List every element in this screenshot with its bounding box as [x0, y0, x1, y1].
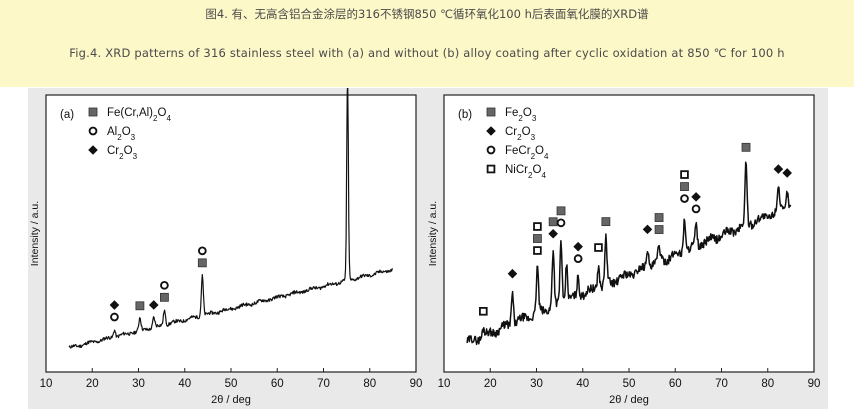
phase-marker-filled-square — [654, 213, 664, 222]
caption-english: Fig.4. XRD patterns of 316 stainless ste… — [69, 46, 785, 60]
phase-marker-filled-diamond — [548, 228, 558, 239]
xrd-panel-b: 10 20 30 40 50 60 70 80 90 2θ / deg Intensity / a.… — [427, 94, 821, 406]
phase-marker-open-circle — [556, 218, 566, 228]
x-tick-label: 70 — [317, 378, 330, 390]
x-tick-label: 50 — [623, 378, 636, 390]
x-axis-label: 2θ / deg — [609, 394, 649, 406]
legend-icon-filled-diamond — [88, 145, 98, 155]
legend-icon-open-square — [486, 164, 496, 174]
phase-marker-open-circle — [160, 280, 169, 290]
legend-label: FeCr2O4 — [505, 145, 549, 161]
x-tick-label: 10 — [438, 378, 451, 390]
legend-icon-filled-square — [88, 107, 98, 117]
phase-marker-filled-square — [654, 225, 664, 234]
legend-label: NiCr2O4 — [505, 164, 546, 180]
x-tick-label: 10 — [40, 378, 53, 390]
xrd-trace-b — [466, 161, 792, 346]
phase-marker-filled-square — [601, 217, 611, 227]
phase-marker-filled-diamond — [109, 300, 120, 310]
phase-marker-filled-diamond — [642, 224, 653, 235]
phase-marker-open-circle — [691, 204, 701, 214]
x-tick-label: 20 — [86, 378, 99, 390]
x-tick-label: 70 — [715, 378, 728, 390]
phase-marker-open-circle — [680, 194, 689, 203]
phase-marker-filled-diamond — [691, 192, 701, 202]
x-tick-label: 60 — [271, 378, 284, 390]
phase-marker-filled-diamond — [507, 268, 518, 279]
plot-frame — [45, 94, 417, 373]
x-axis-label: 2θ / deg — [211, 394, 251, 406]
phase-marker-open-square — [594, 243, 603, 252]
panel-label: (a) — [60, 109, 74, 121]
xrd-charts-svg: 10 20 30 40 50 60 70 80 90 2θ / deg Intensity / a.… — [29, 88, 821, 406]
x-tick-label: 90 — [808, 378, 821, 390]
phase-marker-filled-square — [680, 182, 689, 191]
phase-marker-open-circle — [573, 254, 583, 263]
phase-marker-filled-square — [741, 142, 751, 152]
legend-icon-open-circle — [88, 126, 98, 136]
caption-chinese: 图4. 有、无高含铝合金涂层的316不锈钢850 ℃循环氧化100 h后表面氧化… — [205, 7, 649, 21]
phase-marker-filled-square — [159, 292, 169, 302]
x-tick-label: 90 — [410, 378, 423, 390]
phase-marker-filled-square — [533, 234, 542, 243]
figure-caption: 图4. 有、无高含铝合金涂层的316不锈钢850 ℃循环氧化100 h后表面氧化… — [0, 0, 854, 87]
xrd-panel-a: 10 20 30 40 50 60 70 80 90 2θ / deg Intensity / a.… — [29, 88, 422, 406]
phase-marker-open-square — [533, 222, 542, 231]
x-tick-label: 40 — [178, 378, 191, 390]
x-tick-label: 30 — [530, 378, 543, 390]
legend-label: Cr2O3 — [505, 126, 536, 142]
phase-marker-filled-square — [548, 217, 558, 227]
x-tick-label: 20 — [484, 378, 497, 390]
legend-icon-filled-diamond — [486, 126, 496, 136]
phase-marker-filled-diamond — [773, 164, 784, 174]
phase-marker-filled-diamond — [573, 241, 583, 252]
legend-label: Cr2O3 — [107, 145, 138, 161]
phase-marker-filled-diamond — [782, 168, 792, 178]
panel-label: (b) — [458, 109, 472, 121]
phase-marker-filled-square — [556, 206, 566, 216]
phase-marker-open-square — [680, 170, 689, 179]
phase-marker-open-square — [533, 246, 542, 255]
legend-label: Fe2O3 — [505, 107, 537, 123]
x-tick-label: 60 — [669, 378, 682, 390]
legend-icon-filled-square — [486, 107, 496, 117]
x-tick-label: 40 — [576, 378, 589, 390]
xrd-figure: 10 20 30 40 50 60 70 80 90 2θ / deg Intensity / a.… — [28, 88, 828, 409]
y-axis-label: Intensity / a.u. — [427, 201, 439, 266]
legend-label: Fe(Cr,Al)2O4 — [107, 107, 171, 123]
phase-marker-filled-square — [197, 258, 207, 268]
x-tick-label: 80 — [761, 378, 774, 390]
legend-label: Al2O3 — [107, 126, 136, 142]
phase-marker-open-circle — [197, 246, 207, 256]
x-tick-label: 50 — [225, 378, 238, 390]
y-axis-label: Intensity / a.u. — [29, 201, 41, 266]
legend-icon-open-circle — [486, 145, 496, 155]
phase-marker-open-circle — [110, 312, 119, 322]
phase-marker-open-square — [479, 307, 488, 316]
phase-marker-filled-square — [135, 301, 145, 311]
x-tick-label: 80 — [363, 378, 376, 390]
x-tick-label: 30 — [132, 378, 145, 390]
xrd-trace-a — [68, 88, 394, 349]
